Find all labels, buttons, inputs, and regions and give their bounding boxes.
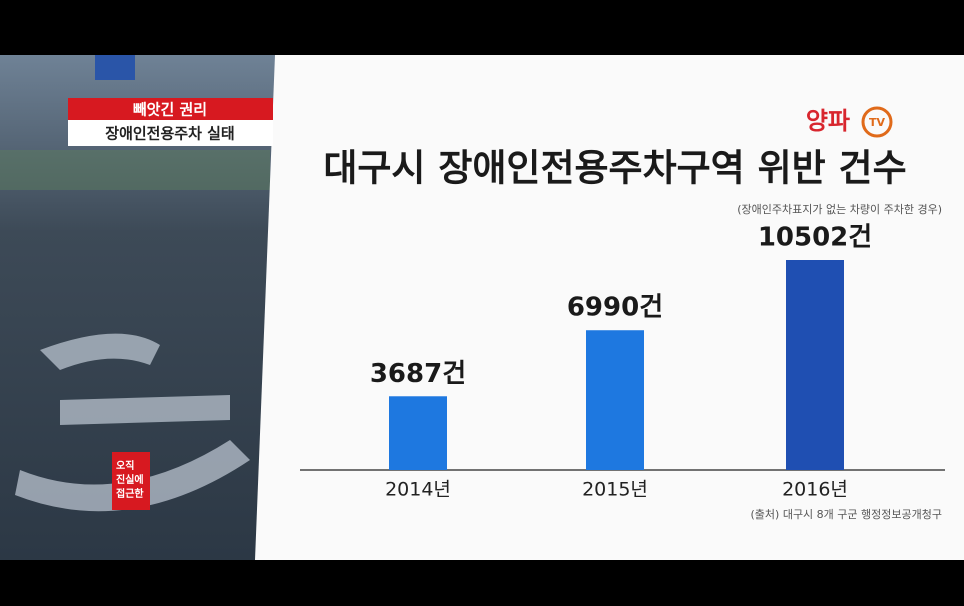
logo-tv: TV — [869, 116, 886, 129]
tag-bottom: 장애인전용주차 실태 — [105, 125, 234, 143]
value-label: 3687건 — [370, 359, 466, 389]
badge-text: 오직 — [116, 459, 134, 472]
badge-text: 진실에 — [116, 473, 144, 486]
photo-sign — [95, 55, 135, 80]
bar — [786, 260, 844, 470]
letterbox-top — [0, 0, 964, 55]
photo-bushes — [0, 150, 270, 190]
chart-title: 대구시 장애인전용주차구역 위반 건수 — [323, 147, 906, 190]
x-tick-label: 2016년 — [782, 479, 848, 501]
letterbox-bottom — [0, 560, 964, 602]
value-label: 6990건 — [567, 293, 663, 323]
badge-text: 접근한 — [116, 488, 144, 500]
tag-top-bg — [68, 98, 273, 120]
badge-bg — [112, 452, 150, 510]
bar — [389, 396, 447, 470]
logo: 양파 — [806, 107, 850, 135]
source: (출처) 대구시 8개 구군 행정정보공개청구 — [751, 508, 943, 521]
x-tick-label: 2014년 — [385, 479, 451, 501]
chart-subtitle: (장애인주차표지가 없는 차량이 주차한 경우) — [737, 203, 942, 216]
value-label: 10502건 — [758, 223, 872, 253]
tag-top: 빼앗긴 권리 — [133, 101, 207, 119]
x-tick-label: 2015년 — [582, 479, 648, 501]
logo-circle — [861, 106, 893, 138]
photo-parking-symbol — [15, 333, 250, 512]
bar — [586, 330, 644, 470]
tag-bottom-bg — [68, 120, 273, 146]
